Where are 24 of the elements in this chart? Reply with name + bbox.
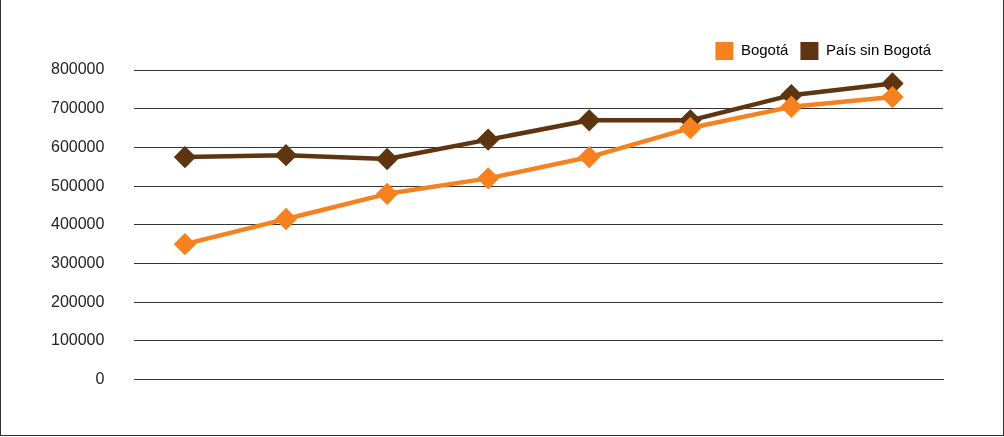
y-tick-label: 100000 — [51, 331, 105, 349]
point — [680, 117, 701, 139]
point — [477, 168, 499, 189]
legend-label: Bogotá — [740, 41, 790, 59]
y-tick-label: 500000 — [51, 176, 105, 194]
y-tick-label: 700000 — [51, 99, 105, 117]
y-tick-label: 200000 — [51, 292, 105, 310]
point — [376, 148, 398, 170]
y-tick-label: 800000 — [51, 60, 105, 78]
y-tick-label: 400000 — [51, 215, 105, 233]
point — [477, 129, 499, 150]
point — [275, 208, 297, 230]
y-tick-label: 600000 — [51, 137, 105, 155]
point — [578, 146, 600, 168]
legend-label: País sin Bogotá — [825, 41, 932, 59]
point — [174, 233, 196, 255]
point — [376, 183, 398, 205]
point — [174, 146, 196, 168]
y-tick-label: 300000 — [51, 253, 105, 271]
point — [275, 144, 297, 166]
point — [882, 86, 903, 108]
point — [781, 96, 802, 118]
point — [578, 110, 600, 131]
y-tick-label: 0 — [95, 370, 105, 388]
